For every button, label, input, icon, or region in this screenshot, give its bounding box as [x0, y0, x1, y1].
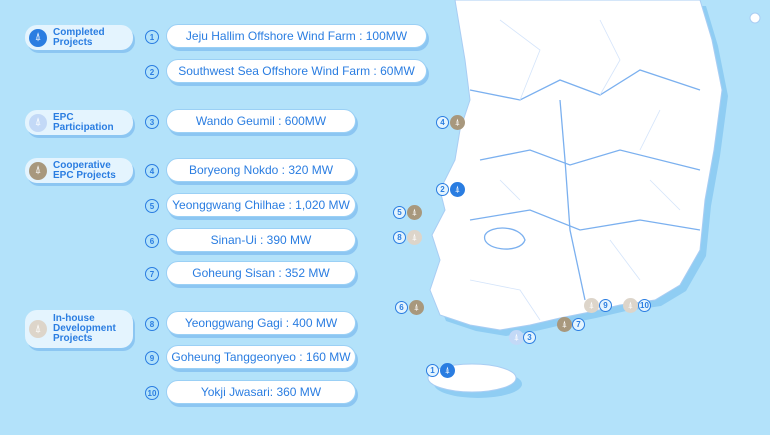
- project-number: 3: [145, 115, 159, 129]
- project-number: 8: [145, 317, 159, 331]
- map-marker-number: 2: [436, 183, 449, 196]
- project-number: 10: [145, 386, 159, 400]
- wind-turbine-icon: ⍋: [509, 330, 524, 345]
- map-marker-number: 4: [436, 116, 449, 129]
- wind-turbine-icon: ⍋: [450, 182, 465, 197]
- map-marker-number: 9: [599, 299, 612, 312]
- wind-turbine-icon: ⍋: [440, 363, 455, 378]
- category-label: EPC Participation: [53, 111, 114, 133]
- wind-turbine-icon: ⍋: [557, 317, 572, 332]
- project-item: Sinan-Ui : 390 MW: [166, 228, 356, 252]
- category-label: Cooperative EPC Projects: [53, 159, 116, 181]
- wind-turbine-icon: ⍋: [29, 28, 47, 47]
- category-label: In-house Development Projects: [53, 313, 116, 344]
- project-number: 5: [145, 199, 159, 213]
- category-label: Completed Projects: [53, 26, 105, 48]
- wind-turbine-icon: ⍋: [407, 205, 422, 220]
- wind-turbine-icon: ⍋: [623, 298, 638, 313]
- project-item: Goheung Sisan : 352 MW: [166, 261, 356, 285]
- category-cooperative: ⍋ Cooperative EPC Projects: [25, 158, 133, 183]
- category-completed: ⍋ Completed Projects: [25, 25, 133, 50]
- wind-turbine-icon: ⍋: [29, 320, 47, 338]
- project-item: Yokji Jwasari: 360 MW: [166, 380, 356, 404]
- project-item: Southwest Sea Offshore Wind Farm : 60MW: [166, 59, 427, 83]
- project-number: 2: [145, 65, 159, 79]
- wind-turbine-icon: ⍋: [450, 115, 465, 130]
- category-inhouse: ⍋ In-house Development Projects: [25, 310, 133, 348]
- project-item: Yeonggwang Chilhae : 1,020 MW: [166, 193, 356, 217]
- project-number: 6: [145, 234, 159, 248]
- map-marker-number: 10: [638, 299, 651, 312]
- project-number: 1: [145, 30, 159, 44]
- map-marker-number: 5: [393, 206, 406, 219]
- category-epc: ⍋ EPC Participation: [25, 110, 133, 135]
- project-item: Boryeong Nokdo : 320 MW: [166, 158, 356, 182]
- map-marker-number: 8: [393, 231, 406, 244]
- project-item: Wando Geumil : 600MW: [166, 109, 356, 133]
- wind-turbine-icon: ⍋: [29, 161, 47, 180]
- project-number: 4: [145, 164, 159, 178]
- wind-turbine-icon: ⍋: [584, 298, 599, 313]
- map-marker-number: 7: [572, 318, 585, 331]
- project-number: 9: [145, 351, 159, 365]
- project-number: 7: [145, 267, 159, 281]
- map-marker-number: 6: [395, 301, 408, 314]
- project-item: Jeju Hallim Offshore Wind Farm : 100MW: [166, 24, 427, 48]
- map-marker-number: 1: [426, 364, 439, 377]
- wind-turbine-icon: ⍋: [29, 113, 47, 132]
- wind-turbine-icon: ⍋: [407, 230, 422, 245]
- wind-turbine-icon: ⍋: [409, 300, 424, 315]
- map-marker-number: 3: [523, 331, 536, 344]
- project-item: Goheung Tanggeonyeo : 160 MW: [166, 345, 356, 369]
- project-item: Yeonggwang Gagi : 400 MW: [166, 311, 356, 335]
